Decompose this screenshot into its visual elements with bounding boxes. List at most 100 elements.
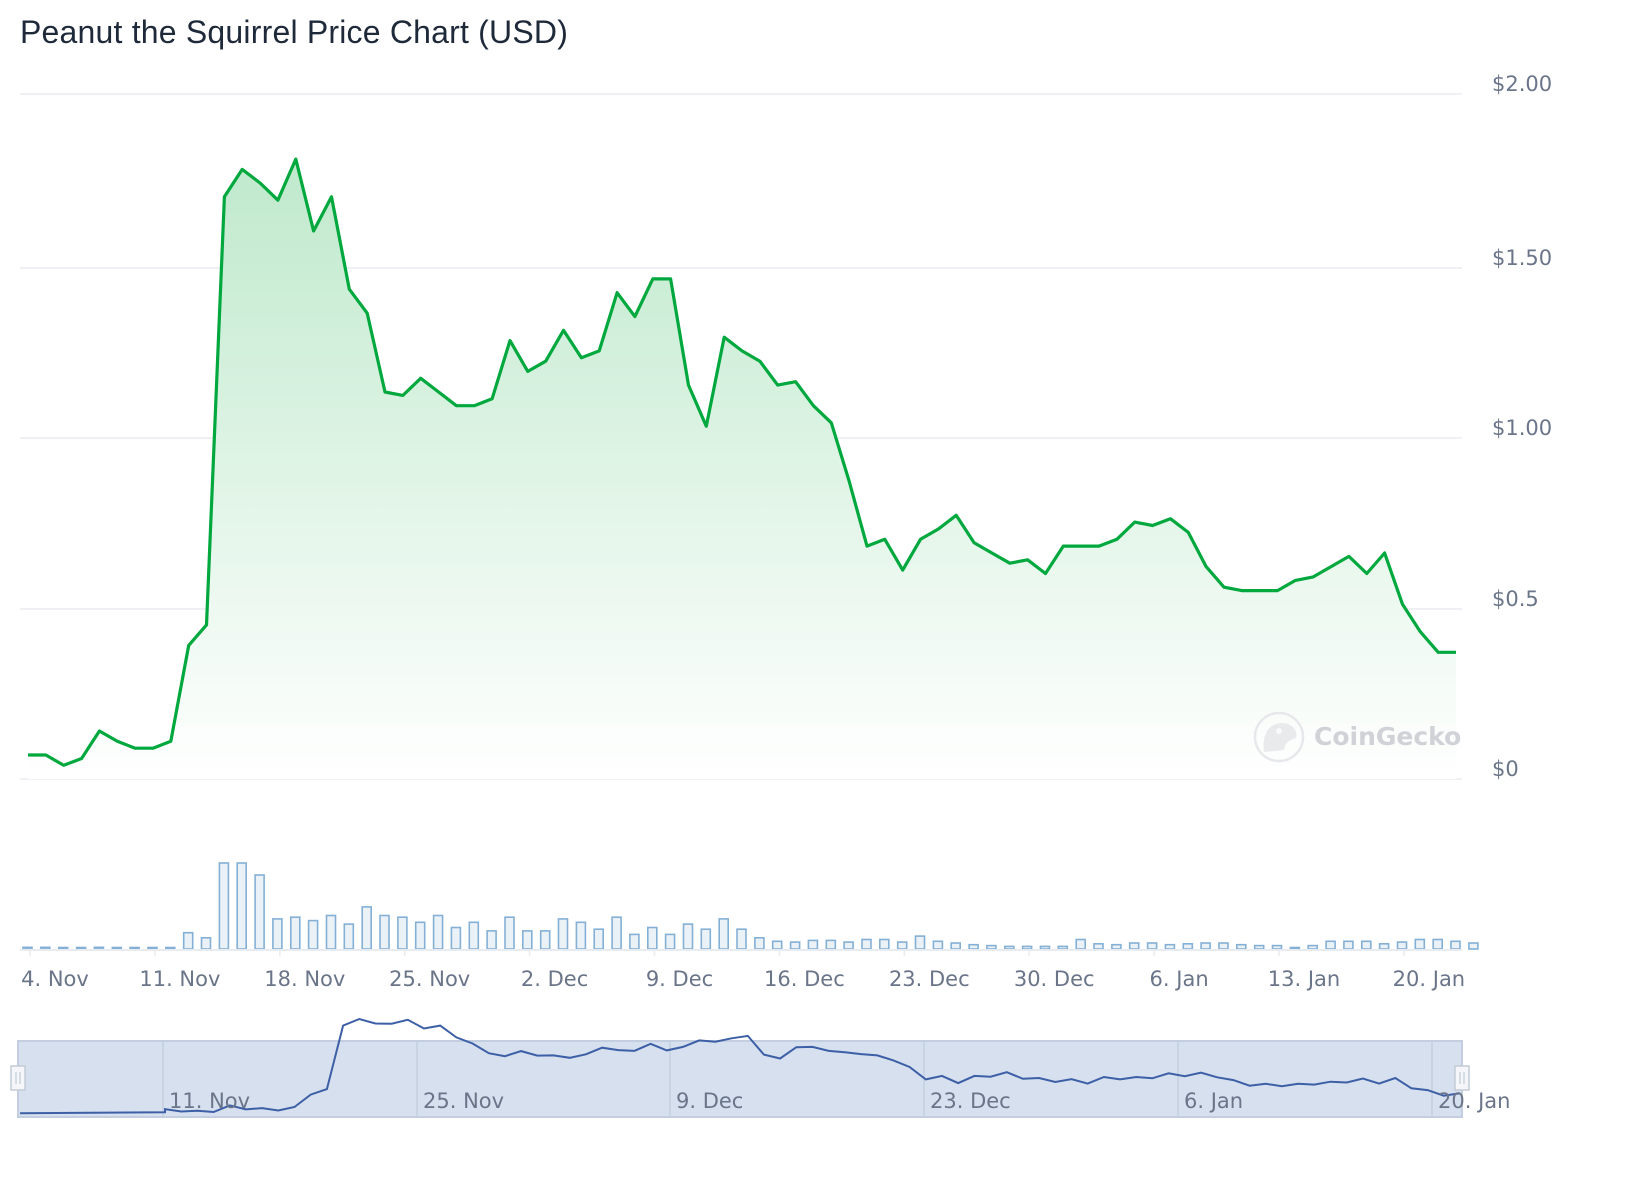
volume-bar bbox=[147, 946, 158, 950]
navigator-label: 25. Nov bbox=[423, 1089, 504, 1113]
watermark-text: CoinGecko bbox=[1314, 722, 1461, 751]
volume-bar bbox=[254, 874, 265, 950]
volume-bar bbox=[414, 921, 426, 950]
price-line[interactable] bbox=[28, 157, 1456, 767]
volume-bar bbox=[1182, 942, 1194, 950]
volume-bar bbox=[521, 930, 533, 950]
x-tick-label: 13. Jan bbox=[1268, 967, 1340, 991]
volume-bar bbox=[307, 919, 319, 950]
volume-bar bbox=[1343, 940, 1354, 950]
volume-bar bbox=[218, 862, 230, 950]
navigator-line bbox=[19, 1017, 1461, 1115]
y-tick-label: $0.5 bbox=[1492, 587, 1539, 611]
volume-bar bbox=[1361, 940, 1372, 950]
volume-bar bbox=[700, 928, 712, 950]
volume-bar bbox=[575, 921, 587, 950]
volume-bar bbox=[1414, 938, 1426, 950]
volume-bar bbox=[896, 941, 908, 950]
volume-bar bbox=[1289, 946, 1301, 950]
y-axis: $2.00 $1.50 $1.00 $0.5 $0 bbox=[1492, 72, 1552, 781]
volume-bar bbox=[182, 931, 194, 950]
volume-bar bbox=[1039, 945, 1051, 950]
volume-bar bbox=[1271, 944, 1283, 950]
range-handle-left[interactable] bbox=[10, 1065, 26, 1091]
volume-bar bbox=[129, 946, 140, 950]
volume-bar bbox=[289, 916, 301, 950]
navigator-label: 20. Jan bbox=[1438, 1089, 1510, 1113]
navigator-label: 6. Jan bbox=[1184, 1089, 1243, 1113]
gecko-logo-icon bbox=[1253, 711, 1305, 763]
volume-bar bbox=[1003, 945, 1015, 950]
volume-bar bbox=[1450, 940, 1461, 950]
chart-title: Peanut the Squirrel Price Chart (USD) bbox=[20, 14, 569, 50]
volume-bar bbox=[1253, 944, 1265, 950]
volume-bar bbox=[343, 923, 355, 950]
x-tick-label: 9. Dec bbox=[646, 967, 713, 991]
volume-bar bbox=[200, 936, 212, 950]
volume-bar bbox=[771, 940, 783, 950]
x-tick-label: 23. Dec bbox=[889, 967, 970, 991]
x-tick-label: 6. Jan bbox=[1150, 967, 1209, 991]
volume-bar bbox=[825, 939, 837, 950]
volume-bar bbox=[325, 914, 337, 950]
gecko-head-icon bbox=[1263, 723, 1297, 752]
x-tick-label: 16. Dec bbox=[764, 967, 845, 991]
volume-bar bbox=[611, 916, 622, 950]
range-handle-right[interactable] bbox=[1454, 1065, 1470, 1091]
volume-bar bbox=[165, 946, 176, 950]
volume-bar bbox=[504, 916, 515, 950]
volume-bar bbox=[878, 938, 890, 950]
volume-bar bbox=[1111, 943, 1122, 950]
volume-bar bbox=[1378, 942, 1390, 950]
volume-bar bbox=[664, 933, 676, 950]
volume-bar bbox=[1021, 945, 1033, 950]
volume-bar bbox=[1218, 942, 1229, 950]
y-tick-label: $1.00 bbox=[1492, 416, 1552, 440]
volume-bar bbox=[1057, 945, 1069, 950]
volume-bar bbox=[93, 946, 105, 950]
volume-bar bbox=[807, 939, 819, 950]
x-tick-label: 4. Nov bbox=[21, 967, 89, 991]
x-tick-label: 20. Jan bbox=[1393, 967, 1465, 991]
volume-bar bbox=[1075, 938, 1086, 950]
volume-bar bbox=[914, 935, 926, 950]
y-tick-label: $0 bbox=[1492, 757, 1519, 781]
volume-bar bbox=[1146, 942, 1158, 950]
volume-bar bbox=[1093, 942, 1104, 950]
volume-bar bbox=[861, 938, 872, 950]
volume-bar bbox=[843, 941, 854, 950]
volume-bar bbox=[789, 941, 801, 950]
volume-bar bbox=[75, 946, 87, 950]
volume-bar bbox=[272, 918, 283, 950]
navigator-window[interactable] bbox=[17, 1040, 1463, 1118]
x-tick-label: 18. Nov bbox=[264, 967, 345, 991]
volume-bar bbox=[986, 944, 997, 950]
volume-bar bbox=[22, 946, 33, 950]
range-navigator[interactable]: 11. Nov 25. Nov 9. Dec 23. Dec 6. Jan 20. Jan bbox=[10, 1017, 1510, 1118]
coingecko-watermark: CoinGecko bbox=[1253, 711, 1461, 763]
volume-bar bbox=[57, 946, 69, 950]
volume-bar bbox=[1164, 943, 1176, 950]
volume-bar bbox=[968, 943, 979, 950]
volume-bar bbox=[236, 862, 247, 950]
navigator-label: 23. Dec bbox=[930, 1089, 1011, 1113]
volume-bar bbox=[432, 914, 444, 950]
volume-bar bbox=[718, 918, 730, 950]
navigator-label: 11. Nov bbox=[169, 1089, 250, 1113]
volume-bar bbox=[486, 930, 497, 950]
volume-bar bbox=[111, 946, 123, 950]
volume-bar bbox=[1325, 940, 1336, 950]
volume-bar bbox=[1307, 944, 1318, 950]
volume-bar bbox=[1236, 943, 1247, 950]
x-tick-label: 2. Dec bbox=[521, 967, 588, 991]
y-tick-label: $2.00 bbox=[1492, 72, 1552, 96]
volume-bar bbox=[397, 916, 408, 950]
volume-bar bbox=[1432, 938, 1443, 950]
volume-bar bbox=[932, 940, 944, 950]
volume-bar bbox=[1396, 941, 1408, 950]
volume-bar bbox=[539, 930, 551, 950]
price-area bbox=[28, 159, 1456, 780]
volume-bar bbox=[450, 926, 462, 950]
volume-bar bbox=[379, 914, 390, 950]
